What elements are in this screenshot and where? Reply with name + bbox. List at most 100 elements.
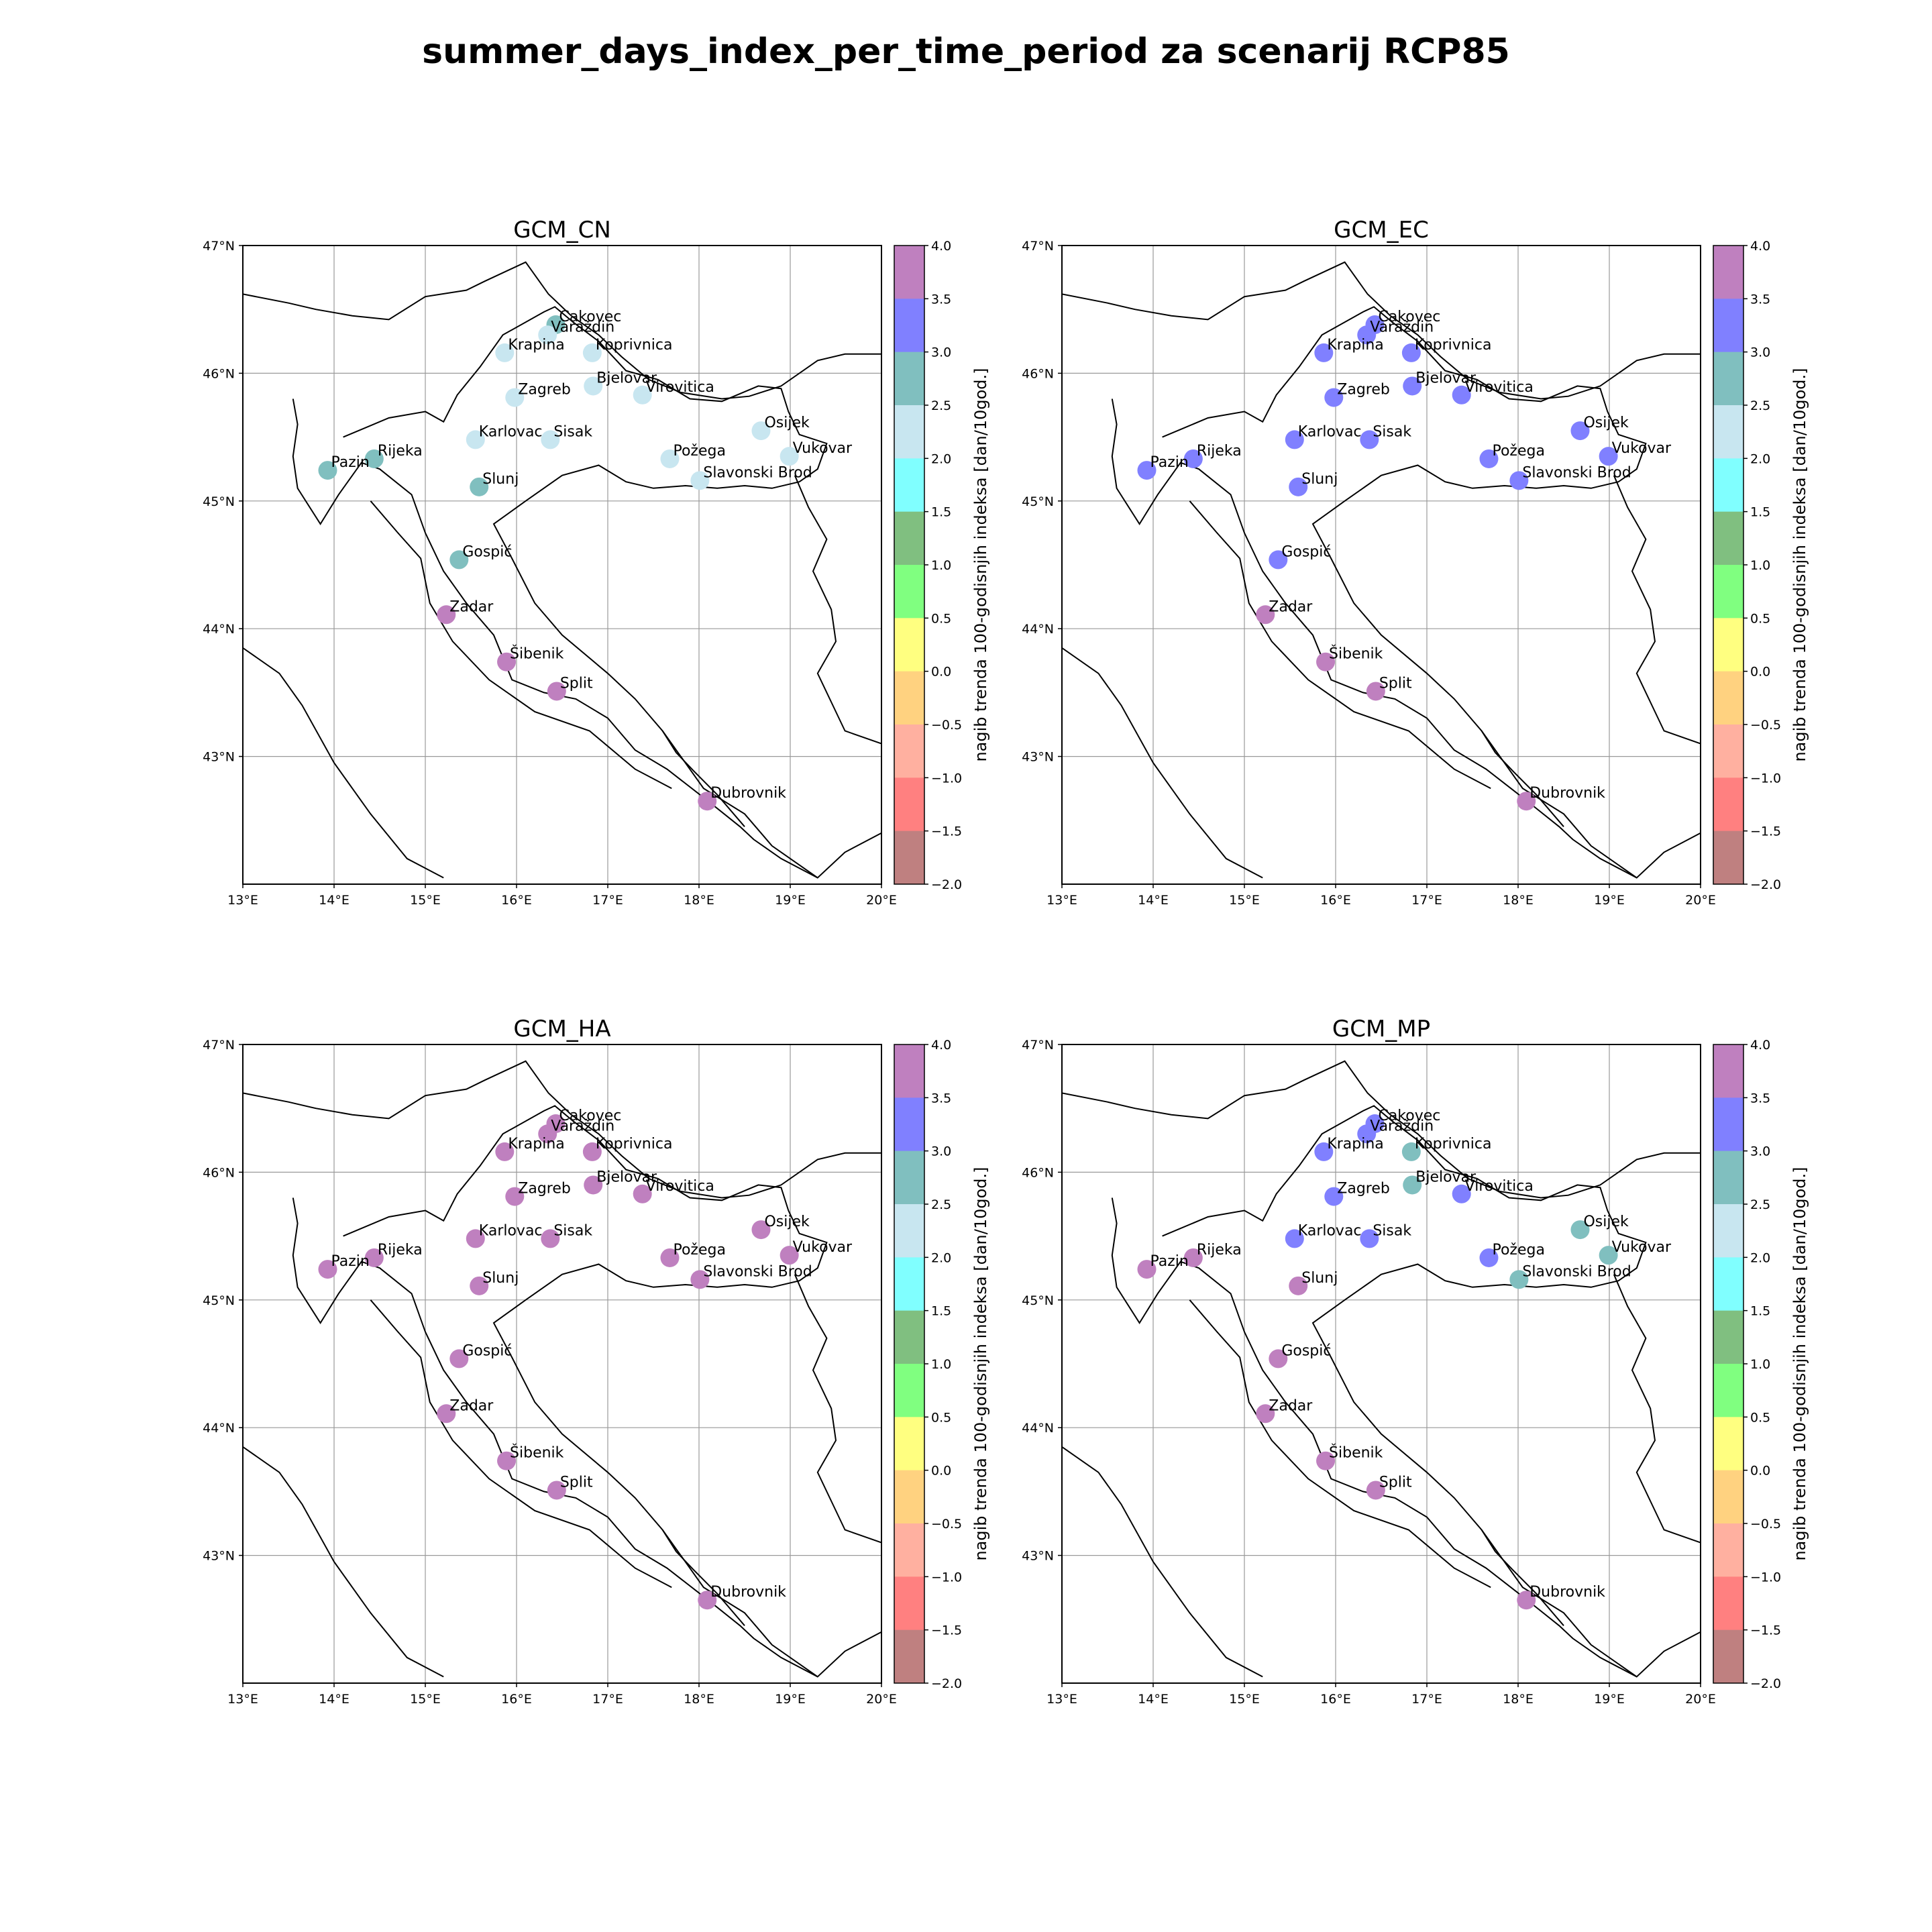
colorbar-segment (894, 1364, 924, 1417)
colorbar-tick-label: 2.0 (1750, 451, 1770, 466)
map-frame (242, 245, 882, 885)
lat-tick-label: 43°N (1022, 1549, 1054, 1564)
colorbar-tick-label: 1.0 (931, 1357, 951, 1372)
station-marker (1517, 1591, 1536, 1610)
station-marker (660, 1248, 680, 1267)
station-label: Slavonski Brod (703, 1263, 812, 1280)
station-marker (1403, 376, 1422, 396)
station-label: Zagreb (1337, 1181, 1390, 1197)
colorbar-segment (894, 405, 924, 459)
colorbar-label: nagib trenda 100-godisnjih indeksa [dan/… (971, 368, 990, 761)
station-label: Split (1379, 1474, 1412, 1491)
station-marker (1366, 682, 1385, 701)
station-label: Virovitica (646, 379, 714, 396)
lat-tick-label: 47°N (203, 1038, 235, 1053)
colorbar-segment (1713, 1576, 1743, 1631)
station-marker (1401, 343, 1421, 362)
station-marker (1137, 461, 1157, 480)
station-label: Požega (673, 1242, 725, 1258)
colorbar-tick-label: 0.0 (1750, 1464, 1770, 1479)
colorbar-segment (894, 830, 924, 885)
lat-tick-label: 43°N (203, 1549, 235, 1564)
station-label: Koprivnica (1415, 337, 1492, 354)
station-label: Koprivnica (596, 1136, 673, 1152)
colorbar-segment (1713, 1044, 1743, 1098)
colorbar-tick-label: 2.0 (1750, 1250, 1770, 1265)
colorbar-segment (1713, 1097, 1743, 1152)
colorbar-tick-label: −1.0 (1750, 771, 1781, 786)
station-marker (495, 1142, 515, 1161)
colorbar-tick-label: 3.5 (931, 1091, 951, 1106)
lat-tick-label: 45°N (203, 1293, 235, 1308)
colorbar-tick-label: 1.5 (1750, 1304, 1770, 1319)
colorbar-label: nagib trenda 100-godisnjih indeksa [dan/… (1790, 368, 1809, 761)
colorbar-segment (894, 1150, 924, 1205)
lon-tick-label: 13°E (227, 893, 258, 908)
station-marker (1599, 1246, 1618, 1265)
colorbar-tick-label: −0.5 (1750, 1517, 1781, 1532)
lon-tick-label: 20°E (866, 1692, 897, 1707)
station-marker (505, 1187, 525, 1206)
lat-tick-label: 47°N (203, 239, 235, 254)
colorbar-segment (894, 1629, 924, 1684)
colorbar-segment (1713, 777, 1743, 832)
colorbar-tick-label: 3.5 (931, 292, 951, 307)
station-marker (547, 682, 566, 701)
station-marker (633, 385, 652, 405)
station-marker (584, 376, 603, 396)
lon-tick-label: 13°E (1046, 1692, 1077, 1707)
station-label: Slunj (482, 1270, 519, 1287)
station-label: Dubrovnik (710, 1584, 786, 1601)
station-label: Osijek (1583, 1214, 1629, 1230)
lon-tick-label: 15°E (1229, 893, 1260, 908)
station-marker (582, 1142, 602, 1161)
lat-tick-label: 46°N (1022, 366, 1054, 381)
colorbar-segment (894, 671, 924, 725)
colorbar-tick-label: 3.0 (1750, 345, 1770, 360)
station-label: Karlovac (479, 423, 543, 440)
colorbar-tick-label: 1.5 (931, 1304, 951, 1319)
station-label: Krapina (508, 1136, 564, 1152)
station-label: Rijeka (1197, 1242, 1242, 1258)
colorbar-tick-label: −1.5 (1750, 824, 1781, 839)
station-label: Osijek (764, 1214, 810, 1230)
lon-tick-label: 15°E (1229, 1692, 1260, 1707)
colorbar-tick-label: 1.5 (1750, 505, 1770, 520)
colorbar-segment (894, 1417, 924, 1471)
lon-tick-label: 17°E (1411, 893, 1442, 908)
station-marker (1357, 1124, 1377, 1144)
lon-tick-label: 14°E (319, 1692, 350, 1707)
station-label: Osijek (764, 415, 810, 431)
station-label: Karlovac (479, 1222, 543, 1239)
station-label: Osijek (1583, 415, 1629, 431)
colorbar-segment (1713, 830, 1743, 885)
station-label: Zagreb (1337, 382, 1390, 398)
station-marker (1360, 430, 1379, 449)
station-label: Slavonski Brod (703, 464, 812, 481)
station-label: Zadar (449, 1397, 494, 1414)
station-label: Split (560, 675, 593, 692)
station-marker (505, 388, 525, 407)
station-label: Požega (1492, 1242, 1544, 1258)
station-label: Slavonski Brod (1522, 464, 1631, 481)
station-label: Zadar (1269, 1397, 1313, 1414)
colorbar-tick-label: 4.0 (1750, 239, 1770, 254)
station-label: Bjelovar (1415, 1169, 1477, 1185)
station-label: Rijeka (378, 1242, 423, 1258)
colorbar-segment (1713, 1204, 1743, 1258)
colorbar-segment (894, 299, 924, 353)
colorbar-segment (1713, 299, 1743, 353)
colorbar-tick-label: 2.0 (931, 1250, 951, 1265)
colorbar-segment (1713, 246, 1743, 299)
station-label: Krapina (508, 337, 564, 354)
colorbar-segment (1713, 1310, 1743, 1364)
station-label: Šibenik (1329, 1444, 1383, 1462)
station-marker (660, 449, 680, 468)
lon-tick-label: 16°E (1320, 1692, 1351, 1707)
colorbar-tick-label: 3.0 (931, 1144, 951, 1159)
colorbar-segment (894, 1204, 924, 1258)
station-marker (751, 421, 771, 441)
station-marker (1316, 652, 1336, 672)
